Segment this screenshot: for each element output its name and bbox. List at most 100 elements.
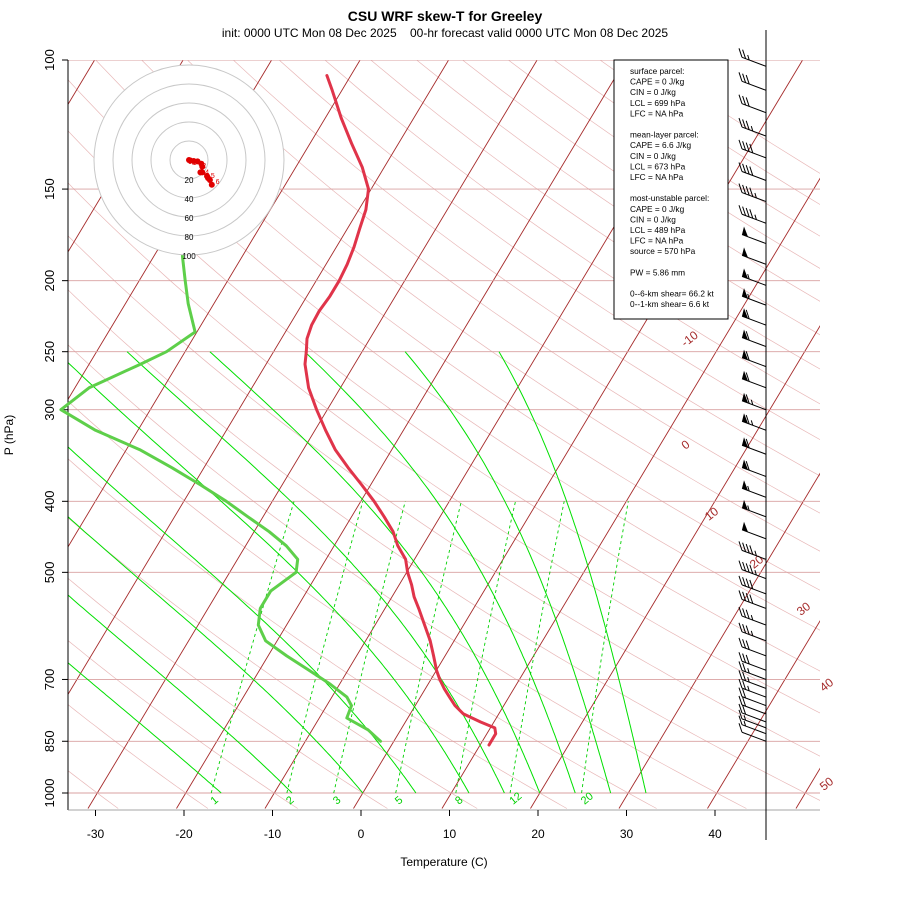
pressure-tick-label: 400 [42,490,57,512]
temperature-tick-label: -30 [87,827,105,841]
wind-barb-staff [741,669,767,680]
wind-barb-full [738,560,743,570]
wind-barbs [738,48,767,742]
info-box-line: CIN = 0 J/kg [630,151,676,161]
mixing-ratio-line [581,501,629,794]
wind-barb-full [738,715,743,725]
wind-barb-staff [741,615,767,626]
moist-adiabat [304,351,576,794]
mixing-ratio-label: 2 [284,794,296,807]
isotherm-label: 30 [794,599,813,618]
isotherm-line [795,767,820,809]
wind-barb-staff [741,569,767,580]
wind-barb-full [742,49,747,59]
info-box-line: LFC = NA hPa [630,236,684,246]
isotherm-line [441,177,820,809]
hodograph-ring [169,140,209,180]
wind-barb-full [738,637,743,648]
wind-barb-staff [741,467,767,477]
wind-barb-half [747,485,750,492]
wind-barb-staff [741,487,767,498]
hodograph-point-label: 5 [211,173,215,180]
wind-barb-flag [742,349,748,360]
wind-barb-full [742,141,747,151]
wind-barb-staff [741,529,767,540]
isotherm-line [530,325,820,809]
wind-barb-staff [741,507,767,518]
wind-barb-full [749,545,754,555]
wind-barb-half [754,550,757,556]
isotherm-label: 10 [702,504,721,523]
wind-barb-flag [742,459,748,470]
temperature-tick-label: 10 [443,827,457,841]
moist-adiabat [68,446,417,794]
wind-barb-staff [741,337,767,348]
wind-barb-full [745,331,750,341]
mixing-ratio-label: 3 [331,794,343,807]
mixing-ratio-line [286,501,364,794]
wind-barb-staff [741,295,767,306]
plot-area: 1 2 3 5 8 12 201001502002503004005007008501000… [42,30,836,841]
hodograph-ring [150,121,228,199]
wind-barb-full [742,73,747,83]
wind-barb-half [750,630,754,637]
wind-barb-full [749,564,754,574]
wind-barb-full [745,120,750,130]
wind-barb-full [749,166,754,176]
wind-barb-half [743,720,747,727]
wind-barb-staff [741,80,767,91]
info-box-line: LCL = 489 hPa [630,225,686,235]
wind-barb-half [750,126,754,132]
wind-barb-staff [741,148,767,159]
hodograph-point-label: 4 [205,169,209,176]
isotherm-label: 40 [817,675,836,694]
pressure-tick-label: 100 [42,49,57,71]
hodograph-point [199,169,206,176]
wind-barb-full [738,117,743,128]
wind-barb-full [742,119,747,129]
isotherm-line [68,60,361,548]
wind-barb-flag [742,392,748,403]
wind-barb-full [745,563,750,573]
wind-barb-half [747,677,750,683]
wind-barb-full [742,163,747,173]
wind-barb-half [747,505,750,511]
wind-barb-half [754,192,757,199]
wind-barb-full [745,97,750,107]
moist-adiabat [404,351,612,794]
wind-barb-half [747,293,750,300]
isotherm-line [87,60,538,809]
wind-barb-full [742,561,747,572]
info-box-line: LFC = NA hPa [630,172,684,182]
pressure-tick-label: 250 [42,341,57,363]
chart-title: CSU WRF skew-T for Greeley [348,8,543,24]
info-box-line: CIN = 0 J/kg [630,87,676,97]
pressure-tick-label: 1000 [42,779,57,808]
wind-barb-half [747,273,750,280]
wind-barb-staff [741,126,767,137]
wind-barb-staff [741,254,767,265]
wind-barb-full [742,591,747,601]
dry-adiabat [68,517,478,809]
wind-barb-full [745,578,750,588]
wind-barb-full [742,577,747,587]
isotherm-line [618,472,820,809]
wind-barb-staff [741,234,767,245]
wind-barb-half [750,614,754,621]
hodograph: 20 40 60 80 100 0 1 23 456 [93,64,285,261]
wind-barb-half [747,685,750,692]
wind-barb-full [738,590,743,600]
hodograph-ring [93,64,285,256]
moist-adiabat [498,351,647,794]
hodograph-ring [112,83,266,237]
wind-barb-half [750,420,754,426]
wind-barb-staff [741,704,767,715]
wind-barb-full [738,652,743,662]
wind-barb-staff [741,549,767,560]
mixing-ratio-line [210,501,295,794]
wind-barb-full [738,687,743,697]
temperature-tick-label: -10 [264,827,282,841]
wind-barb-full [738,723,743,733]
wind-barb-staff [741,56,767,67]
dry-adiabat [187,60,820,514]
